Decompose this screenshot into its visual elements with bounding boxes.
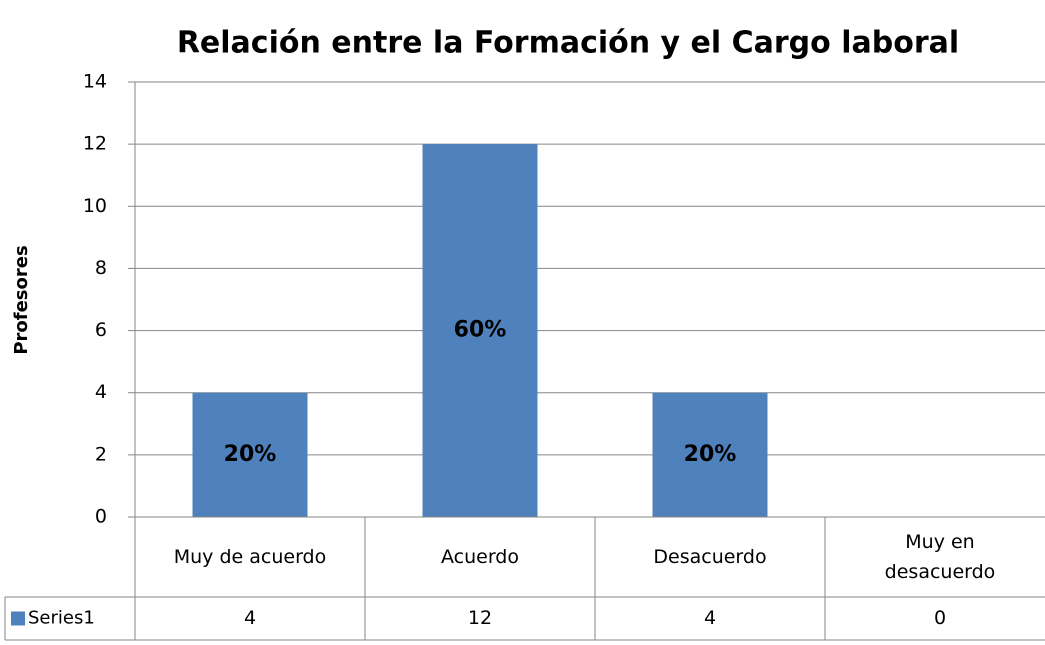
bar — [192, 392, 308, 517]
y-tick-label: 14 — [83, 71, 107, 93]
data-label: 20% — [224, 442, 277, 467]
table-value: 4 — [244, 607, 256, 629]
x-tick-label: Desacuerdo — [653, 546, 767, 568]
chart-title: Relación entre la Formación y el Cargo l… — [177, 26, 959, 61]
y-tick-label: 8 — [95, 257, 107, 279]
y-axis-label: Profesores — [11, 245, 32, 354]
table-value: 12 — [468, 607, 492, 629]
table-value: 0 — [934, 607, 946, 629]
bar — [422, 144, 538, 517]
y-tick-label: 0 — [95, 506, 107, 528]
x-tick-label: Muy de acuerdo — [173, 546, 327, 568]
legend-label: Series1 — [28, 608, 95, 629]
data-label: 60% — [454, 318, 507, 343]
y-tick-label: 12 — [83, 133, 107, 155]
legend-key — [11, 611, 25, 626]
y-tick-label: 6 — [95, 319, 107, 341]
y-tick-label: 10 — [83, 195, 107, 217]
table-value: 4 — [704, 607, 716, 629]
x-tick-label: Acuerdo — [440, 546, 519, 568]
bar — [652, 392, 768, 517]
y-tick-label: 4 — [95, 381, 107, 403]
y-tick-label: 2 — [95, 443, 107, 465]
x-tick-label: Muy en desacuerdo — [884, 531, 996, 583]
data-label: 20% — [684, 442, 737, 467]
